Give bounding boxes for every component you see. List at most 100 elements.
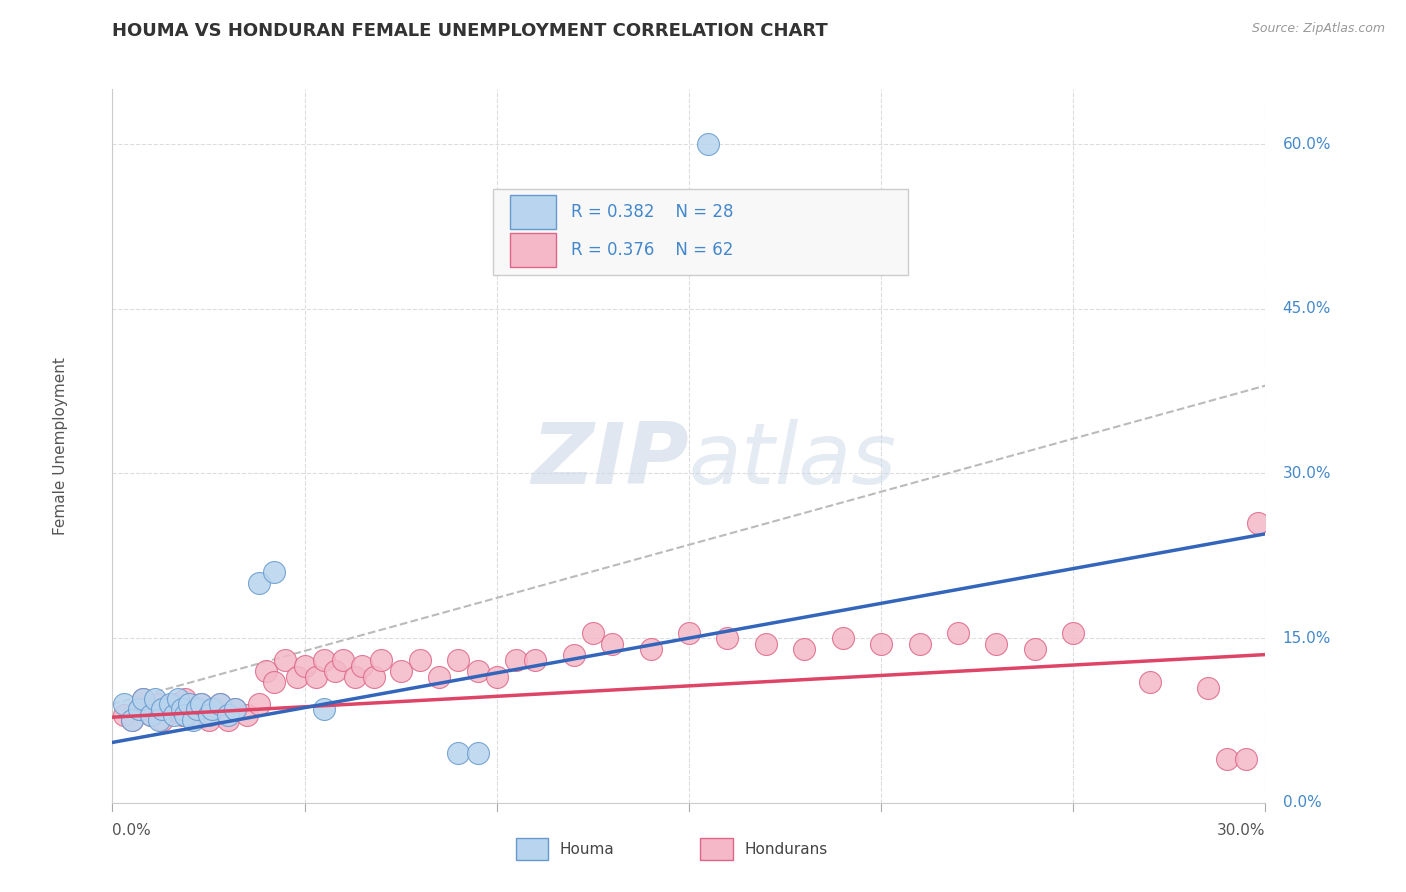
Text: 30.0%: 30.0% bbox=[1282, 466, 1331, 481]
Point bbox=[197, 708, 219, 723]
Point bbox=[224, 702, 246, 716]
Point bbox=[467, 664, 489, 678]
Point bbox=[112, 697, 135, 711]
Point bbox=[121, 714, 143, 728]
Point bbox=[363, 669, 385, 683]
Point bbox=[190, 697, 212, 711]
Point bbox=[294, 658, 316, 673]
Point bbox=[128, 702, 150, 716]
Text: Hondurans: Hondurans bbox=[744, 842, 828, 856]
Text: R = 0.376    N = 62: R = 0.376 N = 62 bbox=[571, 241, 734, 259]
Point bbox=[755, 637, 778, 651]
Point bbox=[1216, 752, 1239, 766]
Point bbox=[1197, 681, 1219, 695]
Point bbox=[179, 702, 201, 716]
Point bbox=[263, 566, 285, 580]
Point bbox=[174, 691, 197, 706]
FancyBboxPatch shape bbox=[700, 838, 733, 860]
Point bbox=[166, 691, 188, 706]
Point bbox=[181, 714, 204, 728]
Point bbox=[1139, 675, 1161, 690]
Point bbox=[132, 691, 155, 706]
Point bbox=[325, 664, 347, 678]
Point bbox=[389, 664, 412, 678]
FancyBboxPatch shape bbox=[494, 189, 908, 275]
Point bbox=[600, 637, 623, 651]
Point bbox=[152, 714, 174, 728]
Point bbox=[793, 642, 815, 657]
Point bbox=[946, 625, 969, 640]
Point bbox=[217, 714, 239, 728]
Point bbox=[179, 697, 201, 711]
Point bbox=[505, 653, 527, 667]
Point bbox=[640, 642, 662, 657]
Point bbox=[170, 702, 193, 716]
Point bbox=[152, 702, 174, 716]
Point bbox=[132, 691, 155, 706]
Point bbox=[247, 697, 270, 711]
Point bbox=[370, 653, 392, 667]
Point bbox=[986, 637, 1008, 651]
Point bbox=[582, 625, 605, 640]
Point bbox=[139, 708, 162, 723]
Point bbox=[254, 664, 277, 678]
Point bbox=[148, 697, 170, 711]
Point bbox=[485, 669, 508, 683]
Point bbox=[170, 708, 193, 723]
Text: 15.0%: 15.0% bbox=[1282, 631, 1331, 646]
Point bbox=[352, 658, 374, 673]
Point bbox=[343, 669, 366, 683]
Point bbox=[148, 714, 170, 728]
Text: 30.0%: 30.0% bbox=[1218, 823, 1265, 838]
Point bbox=[128, 702, 150, 716]
Text: R = 0.382    N = 28: R = 0.382 N = 28 bbox=[571, 203, 734, 221]
Point bbox=[831, 631, 853, 645]
Point bbox=[139, 708, 162, 723]
Point bbox=[224, 702, 246, 716]
Text: 0.0%: 0.0% bbox=[1282, 796, 1322, 810]
Point bbox=[205, 702, 228, 716]
Point bbox=[174, 708, 197, 723]
Point bbox=[1024, 642, 1046, 657]
Text: 45.0%: 45.0% bbox=[1282, 301, 1331, 317]
Point bbox=[447, 747, 470, 761]
Point bbox=[159, 697, 181, 711]
Point bbox=[143, 691, 166, 706]
Point bbox=[163, 708, 186, 723]
Point bbox=[716, 631, 738, 645]
Point bbox=[908, 637, 931, 651]
Point bbox=[870, 637, 893, 651]
Point bbox=[678, 625, 700, 640]
Point bbox=[562, 648, 585, 662]
Point bbox=[524, 653, 547, 667]
FancyBboxPatch shape bbox=[516, 838, 548, 860]
Text: atlas: atlas bbox=[689, 418, 897, 502]
Point bbox=[186, 702, 208, 716]
Point bbox=[409, 653, 432, 667]
Point bbox=[159, 702, 181, 716]
FancyBboxPatch shape bbox=[510, 194, 557, 229]
Point bbox=[247, 576, 270, 591]
Text: 60.0%: 60.0% bbox=[1282, 136, 1331, 152]
Text: HOUMA VS HONDURAN FEMALE UNEMPLOYMENT CORRELATION CHART: HOUMA VS HONDURAN FEMALE UNEMPLOYMENT CO… bbox=[112, 22, 828, 40]
Point bbox=[467, 747, 489, 761]
Point bbox=[285, 669, 308, 683]
Point bbox=[121, 714, 143, 728]
FancyBboxPatch shape bbox=[510, 233, 557, 267]
Point bbox=[1234, 752, 1257, 766]
Point bbox=[1247, 516, 1270, 530]
Point bbox=[217, 708, 239, 723]
Point bbox=[427, 669, 450, 683]
Point bbox=[190, 697, 212, 711]
Point bbox=[447, 653, 470, 667]
Point bbox=[209, 697, 232, 711]
Point bbox=[274, 653, 297, 667]
Point bbox=[332, 653, 354, 667]
Point bbox=[197, 714, 219, 728]
Point bbox=[263, 675, 285, 690]
Point bbox=[1062, 625, 1084, 640]
Text: Female Unemployment: Female Unemployment bbox=[53, 357, 67, 535]
Point bbox=[201, 702, 224, 716]
Point bbox=[112, 708, 135, 723]
Point bbox=[236, 708, 259, 723]
